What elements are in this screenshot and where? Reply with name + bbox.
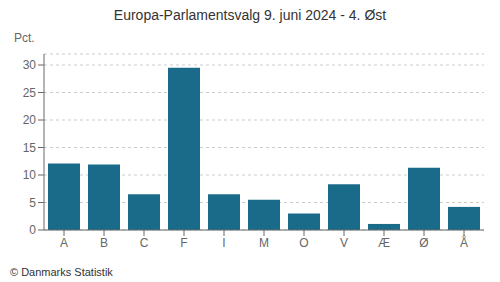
svg-text:B: B bbox=[100, 236, 108, 250]
svg-text:Å: Å bbox=[460, 235, 468, 250]
svg-text:C: C bbox=[140, 236, 149, 250]
svg-text:5: 5 bbox=[29, 196, 36, 210]
svg-text:30: 30 bbox=[23, 58, 37, 72]
html-text:© Danmarks Statistik: © Danmarks Statistik bbox=[10, 266, 113, 278]
svg-text:I: I bbox=[222, 236, 225, 250]
html-text:Pct.: Pct. bbox=[14, 31, 35, 45]
svg-text:20: 20 bbox=[23, 113, 37, 127]
svg-text:25: 25 bbox=[23, 86, 37, 100]
svg-text:A: A bbox=[60, 236, 68, 250]
svg-text:O: O bbox=[299, 236, 308, 250]
svg-text:10: 10 bbox=[23, 168, 37, 182]
svg-text:V: V bbox=[340, 236, 348, 250]
svg-text:M: M bbox=[259, 236, 269, 250]
svg-text:Æ: Æ bbox=[378, 236, 390, 250]
svg-text:F: F bbox=[180, 236, 187, 250]
svg-text:0: 0 bbox=[29, 223, 36, 237]
svg-text:Ø: Ø bbox=[419, 236, 428, 250]
html-text:Europa-Parlamentsvalg 9. juni: Europa-Parlamentsvalg 9. juni 2024 - 4. … bbox=[113, 7, 387, 23]
svg-text:15: 15 bbox=[23, 141, 37, 155]
